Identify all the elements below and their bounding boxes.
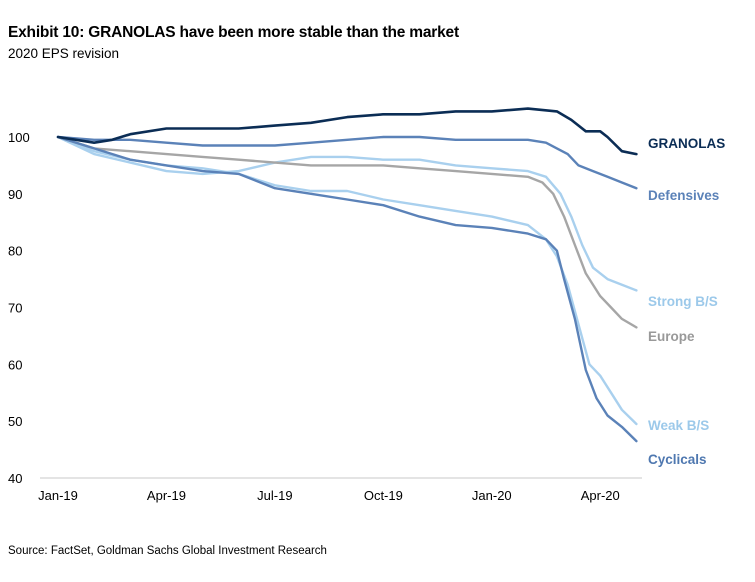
chart-subtitle: 2020 EPS revision	[8, 46, 120, 61]
x-axis: Jan-19 Apr-19 Jul-19 Oct-19 Jan-20 Apr-20	[38, 488, 620, 503]
series-label-granolas: GRANOLAS	[648, 136, 725, 151]
series-line-cyclicals	[56, 135, 638, 443]
series-label-strong-b-s: Strong B/S	[648, 294, 718, 309]
y-tick-label: 70	[8, 301, 22, 316]
series-labels: GRANOLAS Defensives Strong B/S Europe Weak B…	[648, 136, 725, 467]
line-chart: 40 50 60 70 80 90 100 Jan-19 Apr-19 Jul-19 Oct-19…	[8, 107, 725, 503]
chart-title: Exhibit 10: GRANOLAS have been more stab…	[8, 24, 459, 41]
series-line-weak-b-s	[56, 135, 638, 426]
y-axis: 40 50 60 70 80 90 100	[8, 130, 30, 486]
series-label-europe: Europe	[648, 329, 695, 344]
series-line-strong-b-s	[56, 135, 638, 292]
y-tick-label: 60	[8, 357, 22, 372]
series-line-granolas	[56, 107, 638, 156]
series-label-cyclicals: Cyclicals	[648, 452, 707, 467]
y-tick-label: 100	[8, 130, 30, 145]
series-lines	[56, 107, 638, 443]
x-tick-label: Apr-20	[581, 488, 620, 503]
y-tick-label: 50	[8, 414, 22, 429]
y-tick-label: 80	[8, 244, 22, 259]
series-line-defensives	[56, 135, 638, 190]
y-tick-label: 40	[8, 471, 22, 486]
source-note: Source: FactSet, Goldman Sachs Global In…	[8, 545, 327, 557]
y-tick-label: 90	[8, 187, 22, 202]
series-label-weak-b-s: Weak B/S	[648, 418, 709, 433]
x-tick-label: Jul-19	[257, 488, 292, 503]
series-label-defensives: Defensives	[648, 188, 719, 203]
series-line-europe	[56, 135, 638, 329]
x-tick-label: Jan-20	[472, 488, 512, 503]
x-tick-label: Oct-19	[364, 488, 403, 503]
x-tick-label: Apr-19	[147, 488, 186, 503]
x-tick-label: Jan-19	[38, 488, 78, 503]
